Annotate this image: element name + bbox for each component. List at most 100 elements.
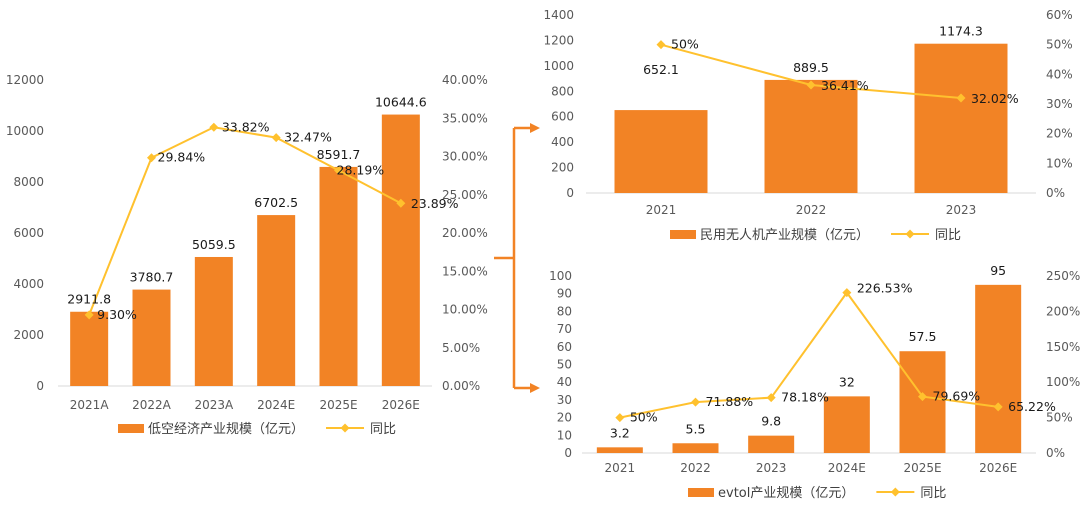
- legend-line-marker: [905, 229, 915, 239]
- x-axis-tick-label: 2022: [796, 203, 827, 217]
- x-axis-tick-label: 2021A: [70, 398, 110, 412]
- yoy-marker-2022: [806, 80, 816, 90]
- y2-axis-tick-label: 35.00%: [442, 111, 488, 125]
- y-axis-tick-label: 30: [557, 393, 572, 407]
- bar-2026E: [381, 114, 420, 387]
- civil-drone-chart: 0 200 400 600 800 1000 1200 1400 0% 10% 20% 30% 40% 5…: [543, 8, 1072, 243]
- bar-value-label: 95: [990, 263, 1006, 278]
- y2-axis-tick-label: 150%: [1046, 340, 1080, 354]
- yoy-line: [88, 126, 402, 316]
- bar-value-label: 5059.5: [192, 237, 236, 252]
- y2-axis-tick-label: 50%: [1046, 38, 1073, 52]
- bracket-stem: [494, 128, 516, 388]
- bar-2026E: [975, 284, 1022, 453]
- yoy-marker-2023: [956, 93, 966, 103]
- yoy-value-label: 226.53%: [857, 281, 913, 296]
- yoy-value-label: 32.02%: [971, 91, 1019, 106]
- y-axis-tick-label: 10: [557, 428, 572, 442]
- y-axis-tick-label: 400: [551, 135, 574, 149]
- yoy-marker-2023A: [209, 122, 219, 132]
- legend: 低空经济产业规模（亿元） 同比: [118, 422, 396, 437]
- yoy-marker-2026E: [993, 402, 1003, 412]
- y-axis-tick-label: 2000: [13, 328, 44, 342]
- legend-bar-swatch: [670, 230, 696, 239]
- bracket-arrow: [494, 123, 540, 393]
- x-axis-tick-label: 2021: [605, 461, 636, 475]
- bar-2022: [672, 443, 719, 453]
- x-axis-tick-label: 2026E: [382, 398, 420, 412]
- y2-axis-tick-label: 250%: [1046, 269, 1080, 283]
- legend-line-marker: [890, 487, 900, 497]
- bar-value-label: 5.5: [686, 421, 706, 436]
- x-axis-tick-label: 2022: [680, 461, 711, 475]
- legend-bar-swatch: [688, 488, 714, 497]
- yoy-value-label: 50%: [630, 410, 658, 425]
- legend-line-label: 同比: [920, 486, 946, 501]
- x-axis-tick-label: 2025E: [319, 398, 357, 412]
- y-axis-tick-label: 600: [551, 110, 574, 124]
- y2-axis-tick-label: 40%: [1046, 67, 1073, 81]
- y2-axis-tick-label: 15.00%: [442, 264, 488, 278]
- x-axis-tick-label: 2026E: [979, 461, 1017, 475]
- y2-axis-tick-label: 0.00%: [442, 379, 480, 393]
- legend: 民用无人机产业规模（亿元） 同比: [670, 228, 961, 243]
- bar-value-label: 1174.3: [939, 24, 983, 39]
- yoy-line: [619, 290, 999, 419]
- y2-axis-tick-label: 60%: [1046, 8, 1073, 22]
- bar-value-label: 2911.8: [67, 292, 111, 307]
- bar-value-label: 6702.5: [254, 195, 298, 210]
- bar-value-label: 57.5: [909, 329, 937, 344]
- yoy-value-label: 29.84%: [158, 150, 206, 165]
- yoy-marker-2026E: [396, 198, 406, 208]
- y-axis-tick-label: 800: [551, 84, 574, 98]
- y2-axis-tick-label: 100%: [1046, 375, 1080, 389]
- yoy-marker-2024E: [842, 288, 852, 298]
- legend-bar-label: evtol产业规模（亿元）: [718, 486, 854, 501]
- yoy-value-label: 79.69%: [933, 389, 981, 404]
- yoy-marker-2025E: [334, 165, 343, 175]
- bar-2021: [614, 110, 708, 193]
- bar-2021: [596, 447, 643, 453]
- y2-axis-tick-label: 25.00%: [442, 188, 488, 202]
- bar-2025E: [319, 166, 358, 386]
- y2-axis-tick-label: 0%: [1046, 446, 1065, 460]
- yoy-marker-2022A: [147, 153, 156, 163]
- y-axis-tick-label: 1400: [543, 8, 574, 22]
- x-axis-tick-label: 2023: [756, 461, 787, 475]
- y-axis-tick-label: 4000: [13, 277, 44, 291]
- y-axis-tick-label: 10000: [6, 124, 44, 138]
- bar-2025E: [899, 351, 946, 453]
- y2-axis-tick-label: 50%: [1046, 411, 1073, 425]
- bar-2021A: [70, 311, 109, 386]
- legend-line-label: 同比: [935, 228, 961, 243]
- y-axis-tick-label: 90: [557, 287, 572, 301]
- y-axis-tick-label: 0: [566, 186, 574, 200]
- yoy-marker-2021: [656, 40, 666, 50]
- y-axis-tick-label: 12000: [6, 73, 44, 87]
- y2-axis-tick-label: 10.00%: [442, 303, 488, 317]
- x-axis-tick-label: 2023: [946, 203, 977, 217]
- bar-2023: [914, 43, 1008, 194]
- bar-value-label: 10644.6: [375, 95, 427, 110]
- legend-bar-label: 低空经济产业规模（亿元）: [148, 422, 304, 437]
- evtol-chart: 0 10 20 30 40 50 60 70 80 90 100 0% 50% 100% 150% 200% 2…: [549, 263, 1080, 501]
- yoy-value-label: 23.89%: [411, 196, 459, 211]
- y-axis-tick-label: 60: [557, 340, 572, 354]
- yoy-value-label: 33.82%: [222, 119, 270, 134]
- yoy-marker-2023: [766, 393, 776, 403]
- yoy-value-label: 65.22%: [1008, 399, 1056, 414]
- arrowhead-down: [530, 383, 540, 393]
- bar-2022A: [132, 289, 171, 386]
- yoy-value-label: 78.18%: [781, 390, 829, 405]
- legend-line-marker: [340, 423, 350, 433]
- y-axis-tick-label: 20: [557, 411, 572, 425]
- y-axis-tick-label: 1000: [543, 59, 574, 73]
- y2-axis-tick-label: 10%: [1046, 156, 1073, 170]
- low-altitude-economy-chart: 0 2000 4000 6000 8000 10000 12000 0.00% 5.00% 10.…: [6, 73, 488, 437]
- y-axis-tick-label: 100: [549, 269, 572, 283]
- y-axis-tick-label: 0: [564, 446, 572, 460]
- yoy-value-label: 9.30%: [97, 307, 137, 322]
- yoy-value-label: 71.88%: [706, 394, 754, 409]
- y-axis-tick-label: 50: [557, 358, 572, 372]
